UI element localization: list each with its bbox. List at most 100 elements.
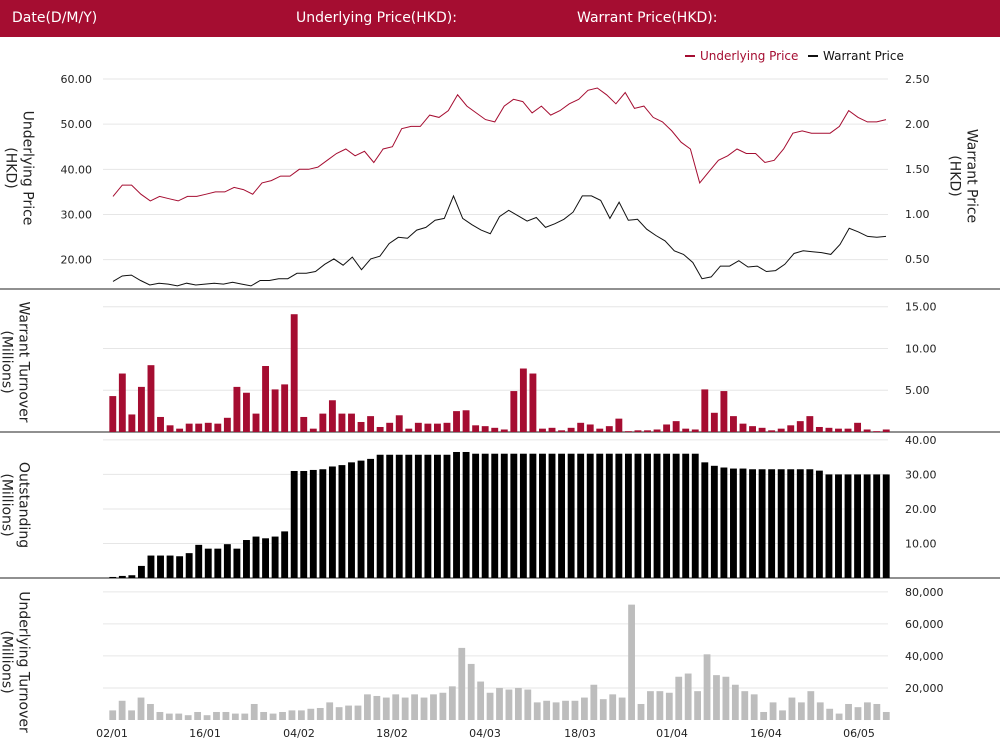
underlying-turnover-bar [420, 697, 428, 720]
warrant-turnover-bar [271, 389, 279, 432]
underlying-turnover-bar [533, 702, 541, 721]
underlying-turnover-bar [345, 705, 352, 720]
chart-area: 20.00 30.00 40.00 50.00 60.00 0.50 1.00 1.50 2.0… [0, 49, 1000, 740]
warrant-turnover-bar [777, 428, 785, 432]
warrant-turnover-bar [348, 413, 355, 432]
warrant-turnover-bar [462, 410, 470, 432]
warrant-turnover-bar [137, 386, 145, 432]
warrant-turnover-bar [223, 417, 231, 432]
y-tick: 5.00 [905, 384, 930, 397]
underlying-turnover-bar [731, 684, 739, 720]
outstanding-bar [281, 531, 289, 578]
underlying-turnover-bar [741, 691, 749, 720]
underlying-turnover-bar [684, 673, 692, 720]
outstanding-bar [653, 453, 661, 578]
outstanding-bar [195, 544, 203, 578]
warrant-turnover-bar [672, 421, 680, 432]
underlying-turnover-bar [590, 684, 598, 720]
outstanding-bar [854, 474, 862, 578]
underlying-turnover-bar [458, 647, 466, 720]
outstanding-bar [691, 453, 699, 578]
outstanding-bar [701, 462, 709, 578]
warrant-turnover-bar [691, 429, 699, 432]
underlying-turnover-bar [430, 694, 437, 720]
warrant-turnover-bar [510, 391, 518, 432]
outstanding-bar [500, 453, 508, 578]
underlying-turnover-bar [326, 702, 334, 721]
underlying-turnover-bar [128, 710, 135, 720]
warrant-turnover-bar [434, 423, 441, 432]
underlying-turnover-bar [156, 711, 164, 720]
warrant-turnover-bar [185, 423, 193, 432]
warrant-turnover-bar [386, 422, 394, 432]
warrant-turnover-bar [357, 421, 365, 432]
underlying-price-label: Underlying Price(HKD): [296, 10, 457, 26]
outstanding-bar [624, 453, 632, 578]
outstanding-bar [204, 548, 212, 578]
underlying-turnover-bar [722, 676, 730, 720]
y-tick-left: 20.00 [61, 254, 93, 267]
underlying-turnover-bar [882, 711, 890, 720]
warrant-turnover-bar [529, 373, 537, 432]
underlying-turnover-bar [496, 687, 503, 720]
outstanding-bar [796, 469, 804, 578]
underlying-turnover-bar [779, 710, 786, 720]
outstanding-bar [539, 453, 546, 578]
header-bar: Date(D/M/Y) Underlying Price(HKD): Warra… [0, 0, 1000, 37]
underlying-turnover-bar [335, 707, 343, 720]
underlying-turnover-bar [760, 711, 768, 720]
warrant-turnover-bar [567, 427, 575, 432]
underlying-turnover-bar [713, 675, 720, 720]
underlying-turnover-bar [750, 694, 758, 720]
outstanding-bar [109, 576, 117, 578]
outstanding-bar [615, 453, 623, 578]
underlying-turnover-bar [354, 705, 362, 720]
outstanding-bar [806, 469, 814, 578]
warrant-turnover-bar [873, 431, 881, 432]
warrant-turnover-bar [844, 428, 852, 432]
warrant-turnover-bar [710, 412, 718, 432]
outstanding-bar [567, 453, 575, 578]
outstanding-bar [586, 453, 594, 578]
underlying-turnover-bar [118, 700, 126, 720]
outstanding-bar [233, 548, 241, 578]
underlying-turnover-bar [816, 702, 824, 721]
underlying-turnover-bar [788, 697, 796, 720]
outstanding-bar [577, 453, 585, 578]
warrant-turnover-bar [157, 416, 164, 432]
warrant-turnover-bar [328, 400, 336, 432]
warrant-turnover-bar [472, 425, 480, 432]
underlying-turnover-bar [467, 663, 475, 720]
outstanding-bar [214, 548, 222, 578]
outstanding-bar [663, 453, 671, 578]
outstanding-bar [519, 453, 527, 578]
warrant-turnover-bar [243, 392, 250, 432]
outstanding-bar [720, 467, 728, 578]
outstanding-bar [815, 470, 823, 578]
warrant-turnover-bar [281, 384, 289, 432]
underlying-turnover-y-axis-label: Underlying Turnover(Millions) [0, 591, 31, 733]
outstanding-bar [882, 474, 890, 578]
warrant-turnover-bar [749, 426, 756, 432]
warrant-turnover-bar [882, 429, 890, 432]
y-tick: 30.00 [905, 468, 937, 481]
warrant-turnover-bar [309, 428, 317, 432]
warrant-turnover-bar [720, 391, 728, 432]
warrant-turnover-bar [453, 411, 460, 432]
outstanding-bar [243, 540, 250, 578]
underlying-turnover-bar [298, 710, 305, 720]
underlying-turnover-bar [411, 694, 418, 720]
underlying-turnover-bar [194, 711, 202, 720]
y-tick-left: 60.00 [61, 73, 93, 86]
warrant-price-line [112, 194, 887, 287]
warrant-turnover-bar [367, 416, 375, 432]
legend-underlying-price: Underlying Price [700, 49, 798, 63]
warrant-turnover-bar [405, 428, 413, 432]
underlying-turnover-bar [599, 699, 607, 720]
warrant-turnover-bar [548, 427, 556, 432]
underlying-turnover-bar [552, 702, 560, 721]
y-axis-label-warrant-price: Warrant Price(HKD) [947, 129, 980, 223]
underlying-turnover-bar [769, 702, 777, 721]
warrant-turnover-bar [615, 418, 623, 432]
warrant-turnover-bar [300, 416, 308, 432]
